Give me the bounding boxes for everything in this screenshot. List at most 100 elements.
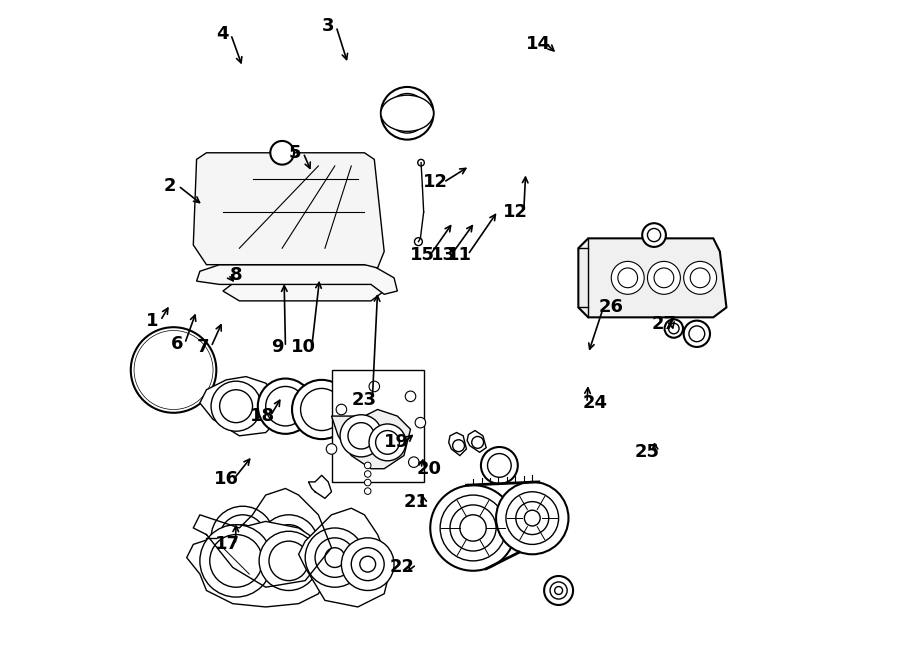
Circle shape	[230, 525, 256, 551]
Text: 23: 23	[352, 391, 377, 408]
Circle shape	[257, 379, 313, 434]
Circle shape	[269, 541, 309, 580]
Text: 20: 20	[417, 460, 441, 478]
Circle shape	[200, 525, 273, 597]
Circle shape	[341, 538, 394, 590]
Circle shape	[140, 337, 206, 403]
Circle shape	[415, 238, 422, 246]
Circle shape	[259, 531, 319, 590]
Circle shape	[364, 488, 371, 494]
Circle shape	[269, 525, 309, 564]
Circle shape	[336, 405, 346, 414]
Circle shape	[292, 380, 351, 439]
Circle shape	[381, 87, 434, 139]
Circle shape	[364, 479, 371, 486]
Circle shape	[270, 141, 294, 165]
Circle shape	[488, 453, 511, 477]
Circle shape	[360, 557, 375, 572]
Circle shape	[266, 387, 305, 426]
Text: 19: 19	[383, 434, 409, 451]
Circle shape	[617, 268, 637, 288]
Circle shape	[327, 444, 337, 454]
Circle shape	[364, 471, 371, 477]
Text: 14: 14	[526, 35, 552, 53]
Circle shape	[525, 510, 540, 526]
Circle shape	[496, 482, 569, 555]
Text: 1: 1	[146, 311, 158, 330]
Circle shape	[142, 338, 205, 402]
Circle shape	[305, 528, 364, 587]
Circle shape	[647, 261, 680, 294]
Circle shape	[210, 535, 263, 587]
Polygon shape	[223, 281, 384, 301]
Polygon shape	[196, 264, 397, 294]
Circle shape	[369, 381, 380, 392]
Polygon shape	[186, 522, 331, 607]
Circle shape	[259, 515, 319, 574]
Text: 5: 5	[289, 144, 302, 162]
Circle shape	[684, 321, 710, 347]
Text: 12: 12	[423, 173, 448, 192]
Circle shape	[669, 323, 680, 334]
Polygon shape	[299, 508, 391, 607]
Polygon shape	[331, 409, 410, 469]
Text: 27: 27	[652, 315, 677, 333]
Circle shape	[460, 515, 486, 541]
Circle shape	[450, 505, 496, 551]
Circle shape	[684, 261, 716, 294]
Polygon shape	[194, 153, 384, 268]
Circle shape	[138, 334, 210, 407]
Text: 10: 10	[292, 338, 317, 356]
Circle shape	[162, 358, 185, 382]
Circle shape	[405, 391, 416, 402]
Circle shape	[134, 330, 213, 409]
Text: 25: 25	[635, 444, 660, 461]
Circle shape	[150, 347, 196, 393]
Text: 24: 24	[582, 394, 608, 412]
Circle shape	[388, 94, 427, 133]
Polygon shape	[200, 377, 283, 436]
Text: 2: 2	[164, 176, 176, 195]
Circle shape	[409, 457, 419, 467]
Circle shape	[516, 502, 549, 535]
Circle shape	[369, 424, 406, 461]
Circle shape	[279, 535, 299, 555]
Polygon shape	[467, 430, 486, 452]
Circle shape	[415, 417, 426, 428]
Circle shape	[315, 538, 355, 577]
Circle shape	[688, 326, 705, 342]
Circle shape	[220, 390, 253, 422]
Text: 21: 21	[403, 492, 428, 511]
Circle shape	[430, 485, 516, 570]
Circle shape	[395, 101, 419, 125]
Circle shape	[643, 223, 666, 247]
Circle shape	[340, 414, 382, 457]
Circle shape	[146, 342, 202, 398]
Circle shape	[481, 447, 518, 484]
Bar	[331, 370, 424, 482]
Circle shape	[550, 582, 567, 599]
Circle shape	[325, 548, 345, 567]
Circle shape	[544, 576, 573, 605]
Circle shape	[212, 506, 274, 569]
Text: 3: 3	[322, 17, 335, 36]
Text: 8: 8	[230, 266, 242, 284]
Circle shape	[418, 159, 424, 166]
Text: 11: 11	[447, 246, 473, 264]
Text: 13: 13	[431, 246, 456, 264]
Text: 4: 4	[217, 25, 230, 44]
Text: 16: 16	[213, 469, 238, 488]
Ellipse shape	[381, 95, 434, 132]
Text: 12: 12	[503, 203, 528, 221]
Circle shape	[130, 327, 216, 412]
Circle shape	[647, 229, 661, 242]
Text: 22: 22	[390, 559, 415, 576]
Polygon shape	[579, 239, 726, 317]
Text: 17: 17	[215, 535, 240, 553]
Text: 26: 26	[598, 299, 624, 317]
Circle shape	[440, 495, 506, 561]
Circle shape	[351, 548, 384, 580]
Text: 6: 6	[171, 334, 183, 353]
Circle shape	[554, 586, 562, 594]
Text: 18: 18	[250, 407, 275, 425]
